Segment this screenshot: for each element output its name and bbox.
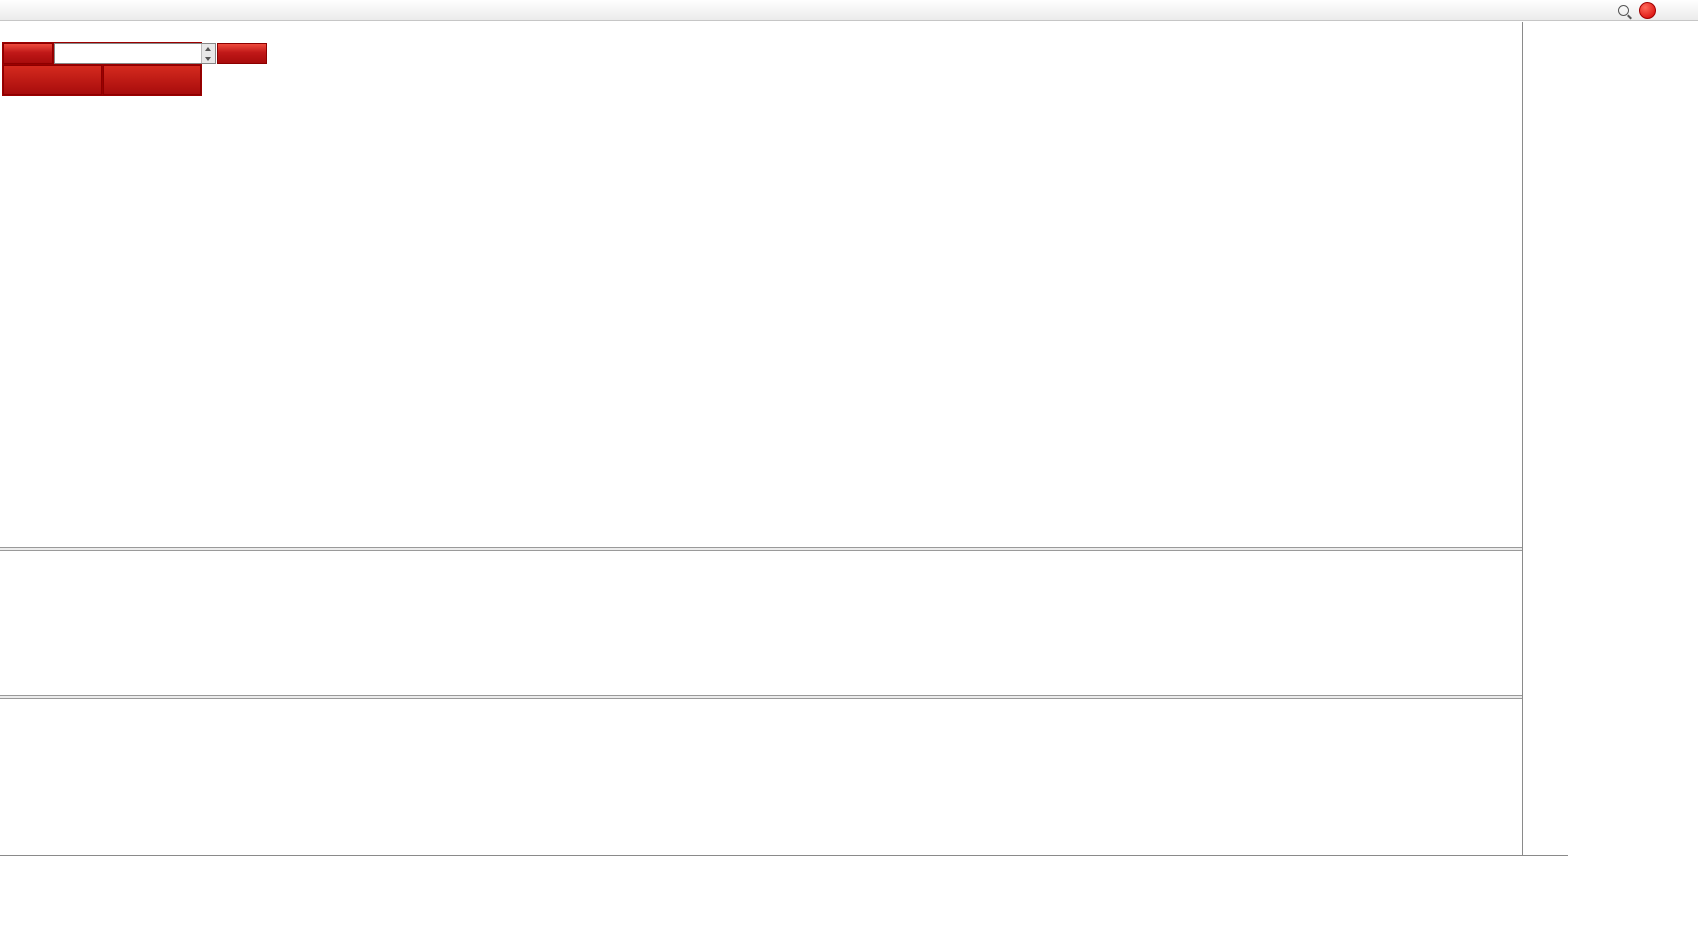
macd-indicator-label bbox=[4, 552, 11, 564]
volume-spinner bbox=[201, 44, 215, 63]
symbol-ohlc-line bbox=[5, 26, 16, 43]
time-axis[interactable] bbox=[0, 855, 1568, 873]
macd-panel-separator[interactable] bbox=[0, 547, 1568, 551]
search-icon[interactable] bbox=[1618, 5, 1629, 16]
price-axis[interactable] bbox=[1522, 22, 1569, 855]
volume-control bbox=[54, 43, 216, 64]
sell-price-button[interactable] bbox=[3, 65, 102, 95]
rsi-indicator-label bbox=[4, 700, 11, 712]
chart-canvas[interactable] bbox=[0, 22, 1522, 855]
buy-button[interactable] bbox=[217, 43, 267, 64]
toolbar-right bbox=[1618, 2, 1656, 19]
volume-up-button[interactable] bbox=[202, 44, 215, 54]
volume-input[interactable] bbox=[55, 44, 201, 63]
sell-button[interactable] bbox=[3, 43, 53, 64]
buy-price-button[interactable] bbox=[102, 65, 201, 95]
volume-down-button[interactable] bbox=[202, 53, 215, 63]
rsi-panel-separator[interactable] bbox=[0, 695, 1568, 699]
toolbar bbox=[0, 0, 1698, 21]
one-click-trading-panel bbox=[2, 42, 267, 96]
notification-badge[interactable] bbox=[1639, 2, 1656, 19]
